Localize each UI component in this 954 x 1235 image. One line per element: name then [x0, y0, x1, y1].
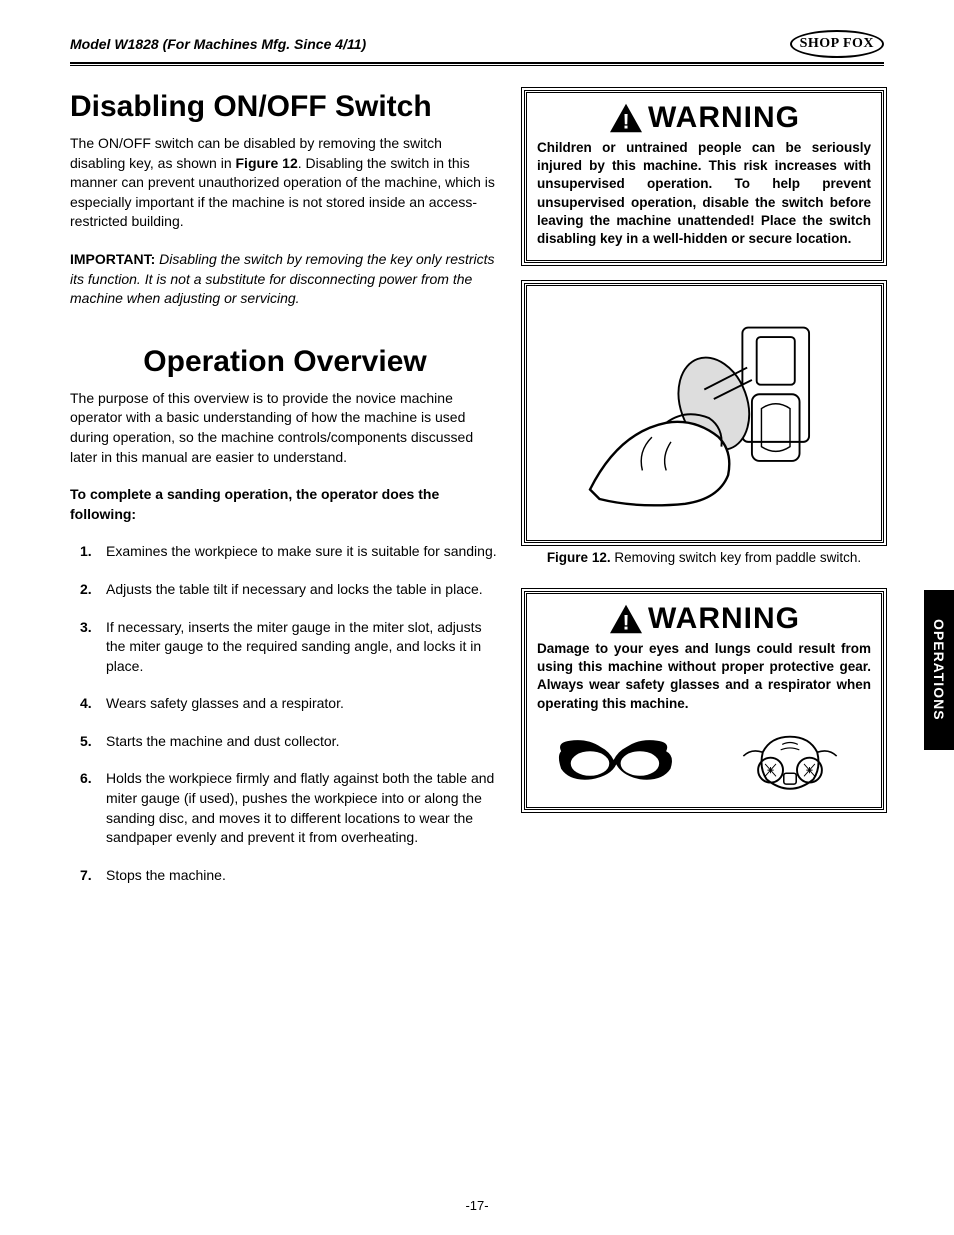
warning-text: Children or untrained people can be seri… — [537, 139, 871, 248]
figure-ref: Figure 12 — [236, 155, 298, 171]
warning-header: ! WARNING — [537, 602, 871, 636]
warning-text: Damage to your eyes and lungs could resu… — [537, 640, 871, 713]
steps-intro: To complete a sanding operation, the ope… — [70, 485, 500, 524]
safety-glasses-icon — [548, 725, 688, 795]
step-item: Examines the workpiece to make sure it i… — [70, 542, 500, 562]
right-column: ! WARNING Children or untrained people c… — [524, 90, 884, 903]
warning-triangle-icon: ! — [608, 603, 644, 635]
header-rule — [70, 62, 884, 66]
figure-number: Figure 12. — [547, 550, 611, 565]
ppe-icons — [537, 725, 871, 795]
overview-paragraph: The purpose of this overview is to provi… — [70, 389, 500, 467]
warning-header: ! WARNING — [537, 101, 871, 135]
section-tab: OPERATIONS — [924, 590, 954, 750]
warning-box-1: ! WARNING Children or untrained people c… — [524, 90, 884, 263]
svg-text:!: ! — [622, 611, 629, 635]
figure-caption: Figure 12. Removing switch key from padd… — [524, 549, 884, 567]
step-item: Wears safety glasses and a respirator. — [70, 694, 500, 714]
page-number: -17- — [0, 1198, 954, 1213]
respirator-icon — [720, 725, 860, 795]
steps-list: Examines the workpiece to make sure it i… — [70, 542, 500, 885]
step-item: Adjusts the table tilt if necessary and … — [70, 580, 500, 600]
section-heading-operation: Operation Overview — [70, 345, 500, 379]
step-item: Holds the workpiece firmly and flatly ag… — [70, 769, 500, 847]
warning-label: WARNING — [648, 101, 800, 135]
warning-box-2: ! WARNING Damage to your eyes and lungs … — [524, 591, 884, 810]
disabling-paragraph: The ON/OFF switch can be disabled by rem… — [70, 134, 500, 232]
important-label: IMPORTANT: — [70, 251, 155, 267]
important-note: IMPORTANT: Disabling the switch by remov… — [70, 250, 500, 309]
brand-logo: SHOP FOX — [790, 30, 884, 58]
model-info: Model W1828 (For Machines Mfg. Since 4/1… — [70, 36, 366, 52]
step-item: Stops the machine. — [70, 866, 500, 886]
warning-label: WARNING — [648, 602, 800, 636]
step-item: If necessary, inserts the miter gauge in… — [70, 618, 500, 677]
figure-12-illustration — [524, 283, 884, 543]
figure-caption-text: Removing switch key from paddle switch. — [611, 550, 862, 565]
warning-triangle-icon: ! — [608, 102, 644, 134]
svg-text:!: ! — [622, 110, 629, 134]
page-header: Model W1828 (For Machines Mfg. Since 4/1… — [70, 30, 884, 58]
step-item: Starts the machine and dust collector. — [70, 732, 500, 752]
section-heading-disabling: Disabling ON/OFF Switch — [70, 90, 500, 124]
left-column: Disabling ON/OFF Switch The ON/OFF switc… — [70, 90, 500, 903]
